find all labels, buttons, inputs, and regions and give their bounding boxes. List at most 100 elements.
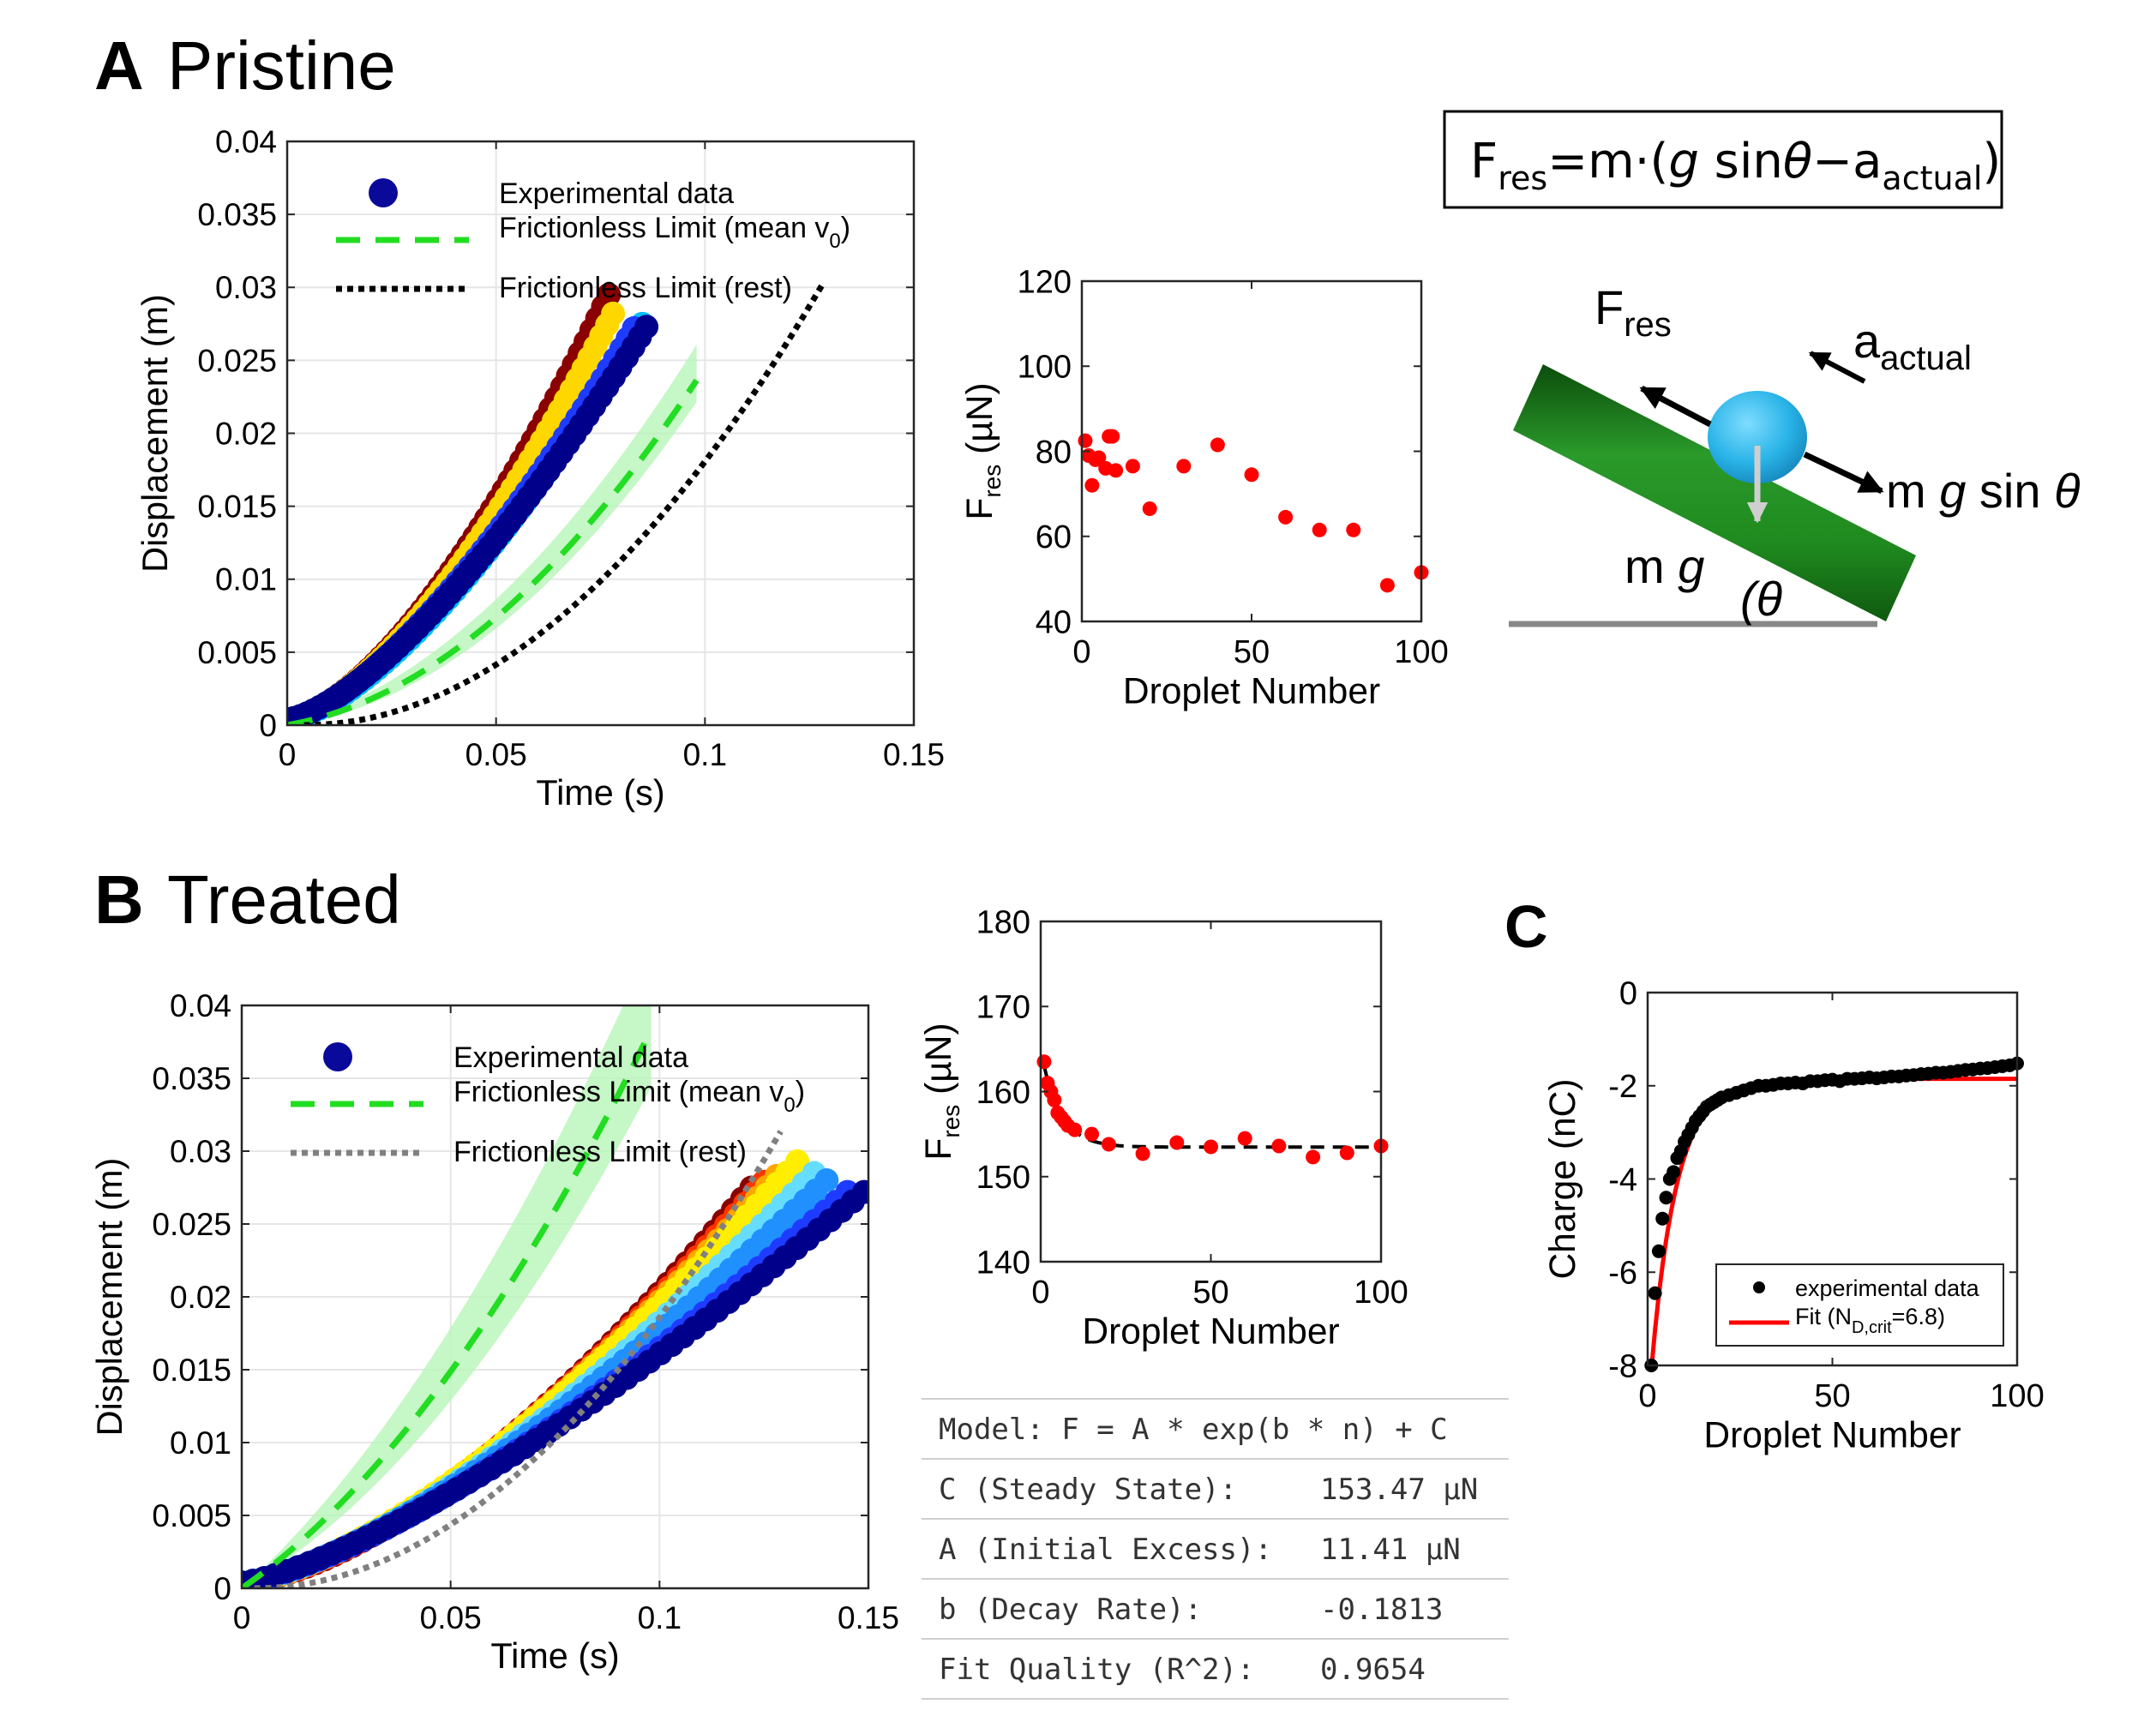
x-tick-label: 100 <box>1354 1275 1408 1311</box>
experimental-point <box>601 301 626 326</box>
table-row-label: Model: F = A * exp(b * n) + C <box>939 1413 1448 1447</box>
acceleration-arrow <box>1808 351 1866 384</box>
table-row-label: A (Initial Excess): <box>939 1533 1272 1567</box>
y-tick-label: 0.01 <box>170 1425 231 1461</box>
x-axis-label: Droplet Number <box>1082 1311 1339 1352</box>
y-tick-label: 150 <box>976 1160 1030 1196</box>
table-row-label: Fit Quality (R^2): <box>939 1653 1254 1687</box>
y-tick-label: -8 <box>1608 1348 1637 1384</box>
fres-point <box>1306 1149 1321 1165</box>
charge-point <box>1651 1244 1666 1258</box>
legend-data-label: experimental data <box>1795 1275 1980 1301</box>
y-tick-label: 0.025 <box>152 1207 231 1242</box>
y-axis-label: Fres (µN) <box>918 1023 964 1160</box>
y-tick-label: 140 <box>976 1245 1030 1281</box>
incline-diagram: Fres aactual m g sin θ m g (θ <box>1509 280 2080 627</box>
incline-plane <box>1513 364 1916 621</box>
x-tick-label: 0.1 <box>638 1600 682 1635</box>
y-tick-label: 0.025 <box>197 343 277 378</box>
legend-experimental-label: Experimental data <box>453 1041 688 1074</box>
y-axis-label: Fres (µN) <box>959 382 1006 519</box>
experimental-series <box>287 315 659 725</box>
y-axis-label: Displacement (m) <box>89 1158 129 1437</box>
x-tick-label: 0 <box>1638 1378 1656 1414</box>
fres-point <box>1346 522 1361 537</box>
y-tick-label: 0.015 <box>152 1353 231 1388</box>
fres-point <box>1271 1138 1287 1154</box>
y-tick-label: 0.03 <box>170 1134 231 1169</box>
fres-point <box>1237 1131 1252 1146</box>
frictionless-mean-line <box>242 1028 654 1588</box>
gravity-component-arrow <box>1803 451 1884 495</box>
y-tick-label: 0 <box>213 1571 231 1606</box>
experimental-point <box>852 1179 868 1204</box>
formula-box: Fres=m·(g sinθ−aactual) <box>1443 110 2003 209</box>
fres-point <box>1278 509 1294 525</box>
experimental-point <box>814 1168 839 1192</box>
fres-point <box>1101 1137 1116 1152</box>
fres-point <box>1078 433 1093 448</box>
fres-point <box>1067 1122 1083 1137</box>
fres-point <box>1204 1139 1218 1155</box>
x-axis-label: Time (s) <box>490 1635 619 1676</box>
fres-arrow <box>1639 385 1712 428</box>
y-tick-label: 0.01 <box>215 562 277 597</box>
x-tick-label: 100 <box>1990 1378 2044 1414</box>
pristine-fres-chart: 0 50 100 40 60 80 100 120 Droplet Number Fres (µN… <box>959 264 1449 711</box>
y-tick-label: 100 <box>1018 350 1072 386</box>
fres-point <box>1047 1092 1062 1107</box>
frictionless-band <box>242 1005 652 1588</box>
frictionless-mean-line <box>287 378 700 725</box>
y-tick-label: 120 <box>1018 264 1072 300</box>
frictionless-rest-line <box>303 284 825 725</box>
panel-b-title: Treated <box>167 861 401 938</box>
angle-label: (θ <box>1740 572 1782 626</box>
y-tick-label: 0.03 <box>215 270 277 305</box>
frictionless-rest-line <box>254 1130 784 1588</box>
y-tick-label: 0.02 <box>215 416 277 451</box>
panel-b-letter: B <box>94 861 144 938</box>
experimental-point <box>634 315 659 339</box>
y-axis-label: Displacement (m) <box>135 294 175 573</box>
table-row-label: C (Steady State): <box>939 1473 1237 1507</box>
x-axis-label: Droplet Number <box>1123 670 1380 711</box>
fres-point <box>1176 459 1192 474</box>
fres-point <box>1084 477 1100 493</box>
fres-point <box>1125 459 1140 474</box>
fres-point <box>1091 450 1107 465</box>
y-tick-label: 0.02 <box>170 1280 231 1315</box>
y-tick-label: 180 <box>976 904 1030 940</box>
fres-point <box>1339 1145 1354 1161</box>
x-tick-label: 50 <box>1192 1275 1228 1311</box>
x-axis-label: Droplet Number <box>1703 1414 1961 1455</box>
formula-text: Fres=m·(g sinθ−aactual) <box>1470 134 2001 197</box>
fres-label: Fres <box>1594 280 1672 344</box>
weight-label: m g <box>1625 539 1704 593</box>
y-tick-label: 0.035 <box>152 1061 231 1096</box>
charge-point <box>1655 1211 1670 1226</box>
y-tick-label: 0.015 <box>197 489 277 525</box>
droplet <box>1708 391 1807 483</box>
x-tick-label: 50 <box>1234 634 1270 670</box>
panel-a-letter: A <box>94 27 144 104</box>
fres-point <box>1312 522 1327 537</box>
plot-area <box>1082 281 1421 621</box>
legend-rest-label: Frictionless Limit (rest) <box>499 272 792 304</box>
fres-point <box>1105 429 1120 444</box>
legend-experimental-label: Experimental data <box>499 177 734 210</box>
experimental-point <box>785 1149 810 1173</box>
charge-chart: 0 50 100 0 -2 -4 -6 -8 Droplet Number Charge (nC)… <box>1542 975 2045 1455</box>
x-tick-label: 0.15 <box>838 1600 899 1635</box>
x-tick-label: 50 <box>1814 1378 1850 1414</box>
fres-point <box>1036 1054 1052 1070</box>
gravity-component-label: m g sin θ <box>1886 464 2080 518</box>
y-tick-label: 80 <box>1036 435 1072 471</box>
fres-point <box>1142 501 1157 516</box>
y-tick-label: 0.04 <box>215 124 277 159</box>
x-tick-label: 0 <box>233 1600 251 1635</box>
x-tick-label: 0.1 <box>683 737 727 772</box>
experimental-point <box>597 282 622 307</box>
fres-point <box>1244 467 1259 483</box>
x-tick-label: 100 <box>1394 634 1448 670</box>
y-tick-label: 170 <box>976 990 1030 1026</box>
